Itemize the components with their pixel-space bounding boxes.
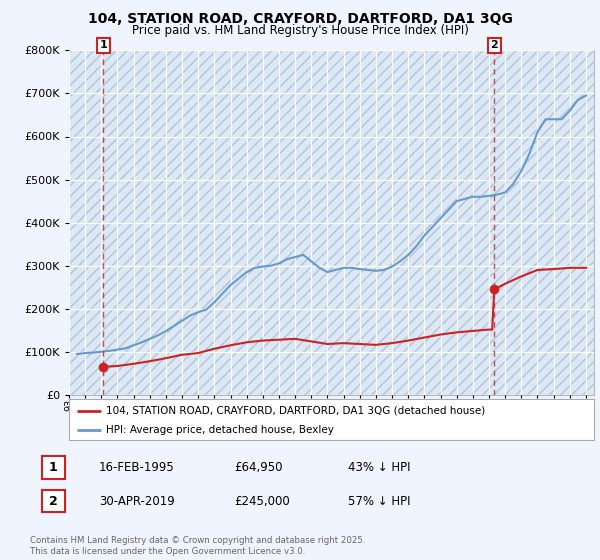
Text: Contains HM Land Registry data © Crown copyright and database right 2025.
This d: Contains HM Land Registry data © Crown c… — [30, 536, 365, 556]
Text: 57% ↓ HPI: 57% ↓ HPI — [348, 494, 410, 508]
Text: 43% ↓ HPI: 43% ↓ HPI — [348, 461, 410, 474]
Text: 1: 1 — [49, 461, 58, 474]
Text: 2: 2 — [490, 40, 498, 50]
Text: 16-FEB-1995: 16-FEB-1995 — [99, 461, 175, 474]
Text: £245,000: £245,000 — [234, 494, 290, 508]
Text: HPI: Average price, detached house, Bexley: HPI: Average price, detached house, Bexl… — [106, 424, 334, 435]
Text: 2: 2 — [49, 494, 58, 508]
Text: 104, STATION ROAD, CRAYFORD, DARTFORD, DA1 3QG: 104, STATION ROAD, CRAYFORD, DARTFORD, D… — [88, 12, 512, 26]
Text: 30-APR-2019: 30-APR-2019 — [99, 494, 175, 508]
Text: 104, STATION ROAD, CRAYFORD, DARTFORD, DA1 3QG (detached house): 104, STATION ROAD, CRAYFORD, DARTFORD, D… — [106, 405, 485, 416]
Text: £64,950: £64,950 — [234, 461, 283, 474]
Text: 1: 1 — [100, 40, 107, 50]
Text: Price paid vs. HM Land Registry's House Price Index (HPI): Price paid vs. HM Land Registry's House … — [131, 24, 469, 36]
